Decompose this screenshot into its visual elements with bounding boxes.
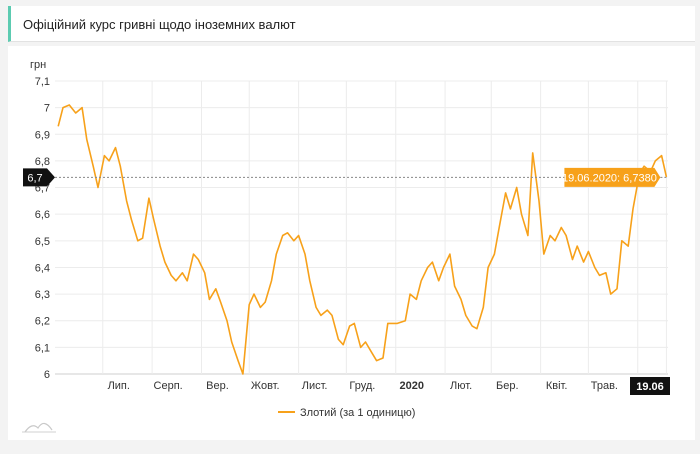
- page-header: Офіційний курс гривні щодо іноземних вал…: [8, 6, 695, 42]
- x-tick-label: Бер.: [496, 380, 519, 392]
- x-tick-label: 2020: [399, 380, 423, 392]
- x-tick-label: Жовт.: [251, 380, 280, 392]
- x-tick-label: Серп.: [154, 380, 183, 392]
- rate-chart: грн 7,1 7 6,9 6,8 6,7 6,6 6,5 6,4 6,3 6,2 6,1 6 Лип…: [22, 59, 670, 433]
- current-date-marker: 19.06: [630, 377, 670, 395]
- current-value-y-label: 6,7: [27, 172, 42, 184]
- current-date-label: 19.06: [636, 381, 664, 393]
- y-tick-label: 6,8: [35, 156, 50, 168]
- page-title: Офіційний курс гривні щодо іноземних вал…: [23, 17, 296, 32]
- y-tick-label: 6,4: [35, 262, 50, 274]
- y-axis-unit: грн: [30, 59, 46, 71]
- y-tick-label: 7,1: [35, 76, 50, 88]
- x-tick-label: Квіт.: [546, 380, 568, 392]
- legend-label[interactable]: Злотий (за 1 одиницю): [300, 407, 415, 419]
- y-tick-label: 6,2: [35, 316, 50, 328]
- tooltip: 19.06.2020: 6,7380: [562, 167, 661, 187]
- y-tick-label: 6,3: [35, 289, 50, 301]
- tooltip-text: 19.06.2020: 6,7380: [562, 172, 657, 184]
- x-tick-label: Вер.: [206, 380, 229, 392]
- y-tick-label: 7: [44, 103, 50, 115]
- y-tick-label: 6: [44, 369, 50, 381]
- series-line: [57, 104, 668, 375]
- navigator-icon[interactable]: [22, 422, 56, 433]
- current-value-y-marker: 6,7: [23, 168, 55, 187]
- x-tick-label: Лют.: [450, 380, 472, 392]
- x-tick-label: Груд.: [349, 380, 375, 392]
- chart-panel: грн 7,1 7 6,9 6,8 6,7 6,6 6,5 6,4 6,3 6,2 6,1 6 Лип…: [8, 46, 695, 440]
- x-tick-label: Трав.: [591, 380, 618, 392]
- y-tick-label: 6,6: [35, 209, 50, 221]
- legend[interactable]: Злотий (за 1 одиницю): [278, 407, 415, 419]
- y-tick-label: 6,9: [35, 129, 50, 141]
- x-tick-label: Лист.: [302, 380, 328, 392]
- y-tick-label: 6,5: [35, 236, 50, 248]
- x-tick-label: Лип.: [108, 380, 130, 392]
- y-tick-label: 6,1: [35, 342, 50, 354]
